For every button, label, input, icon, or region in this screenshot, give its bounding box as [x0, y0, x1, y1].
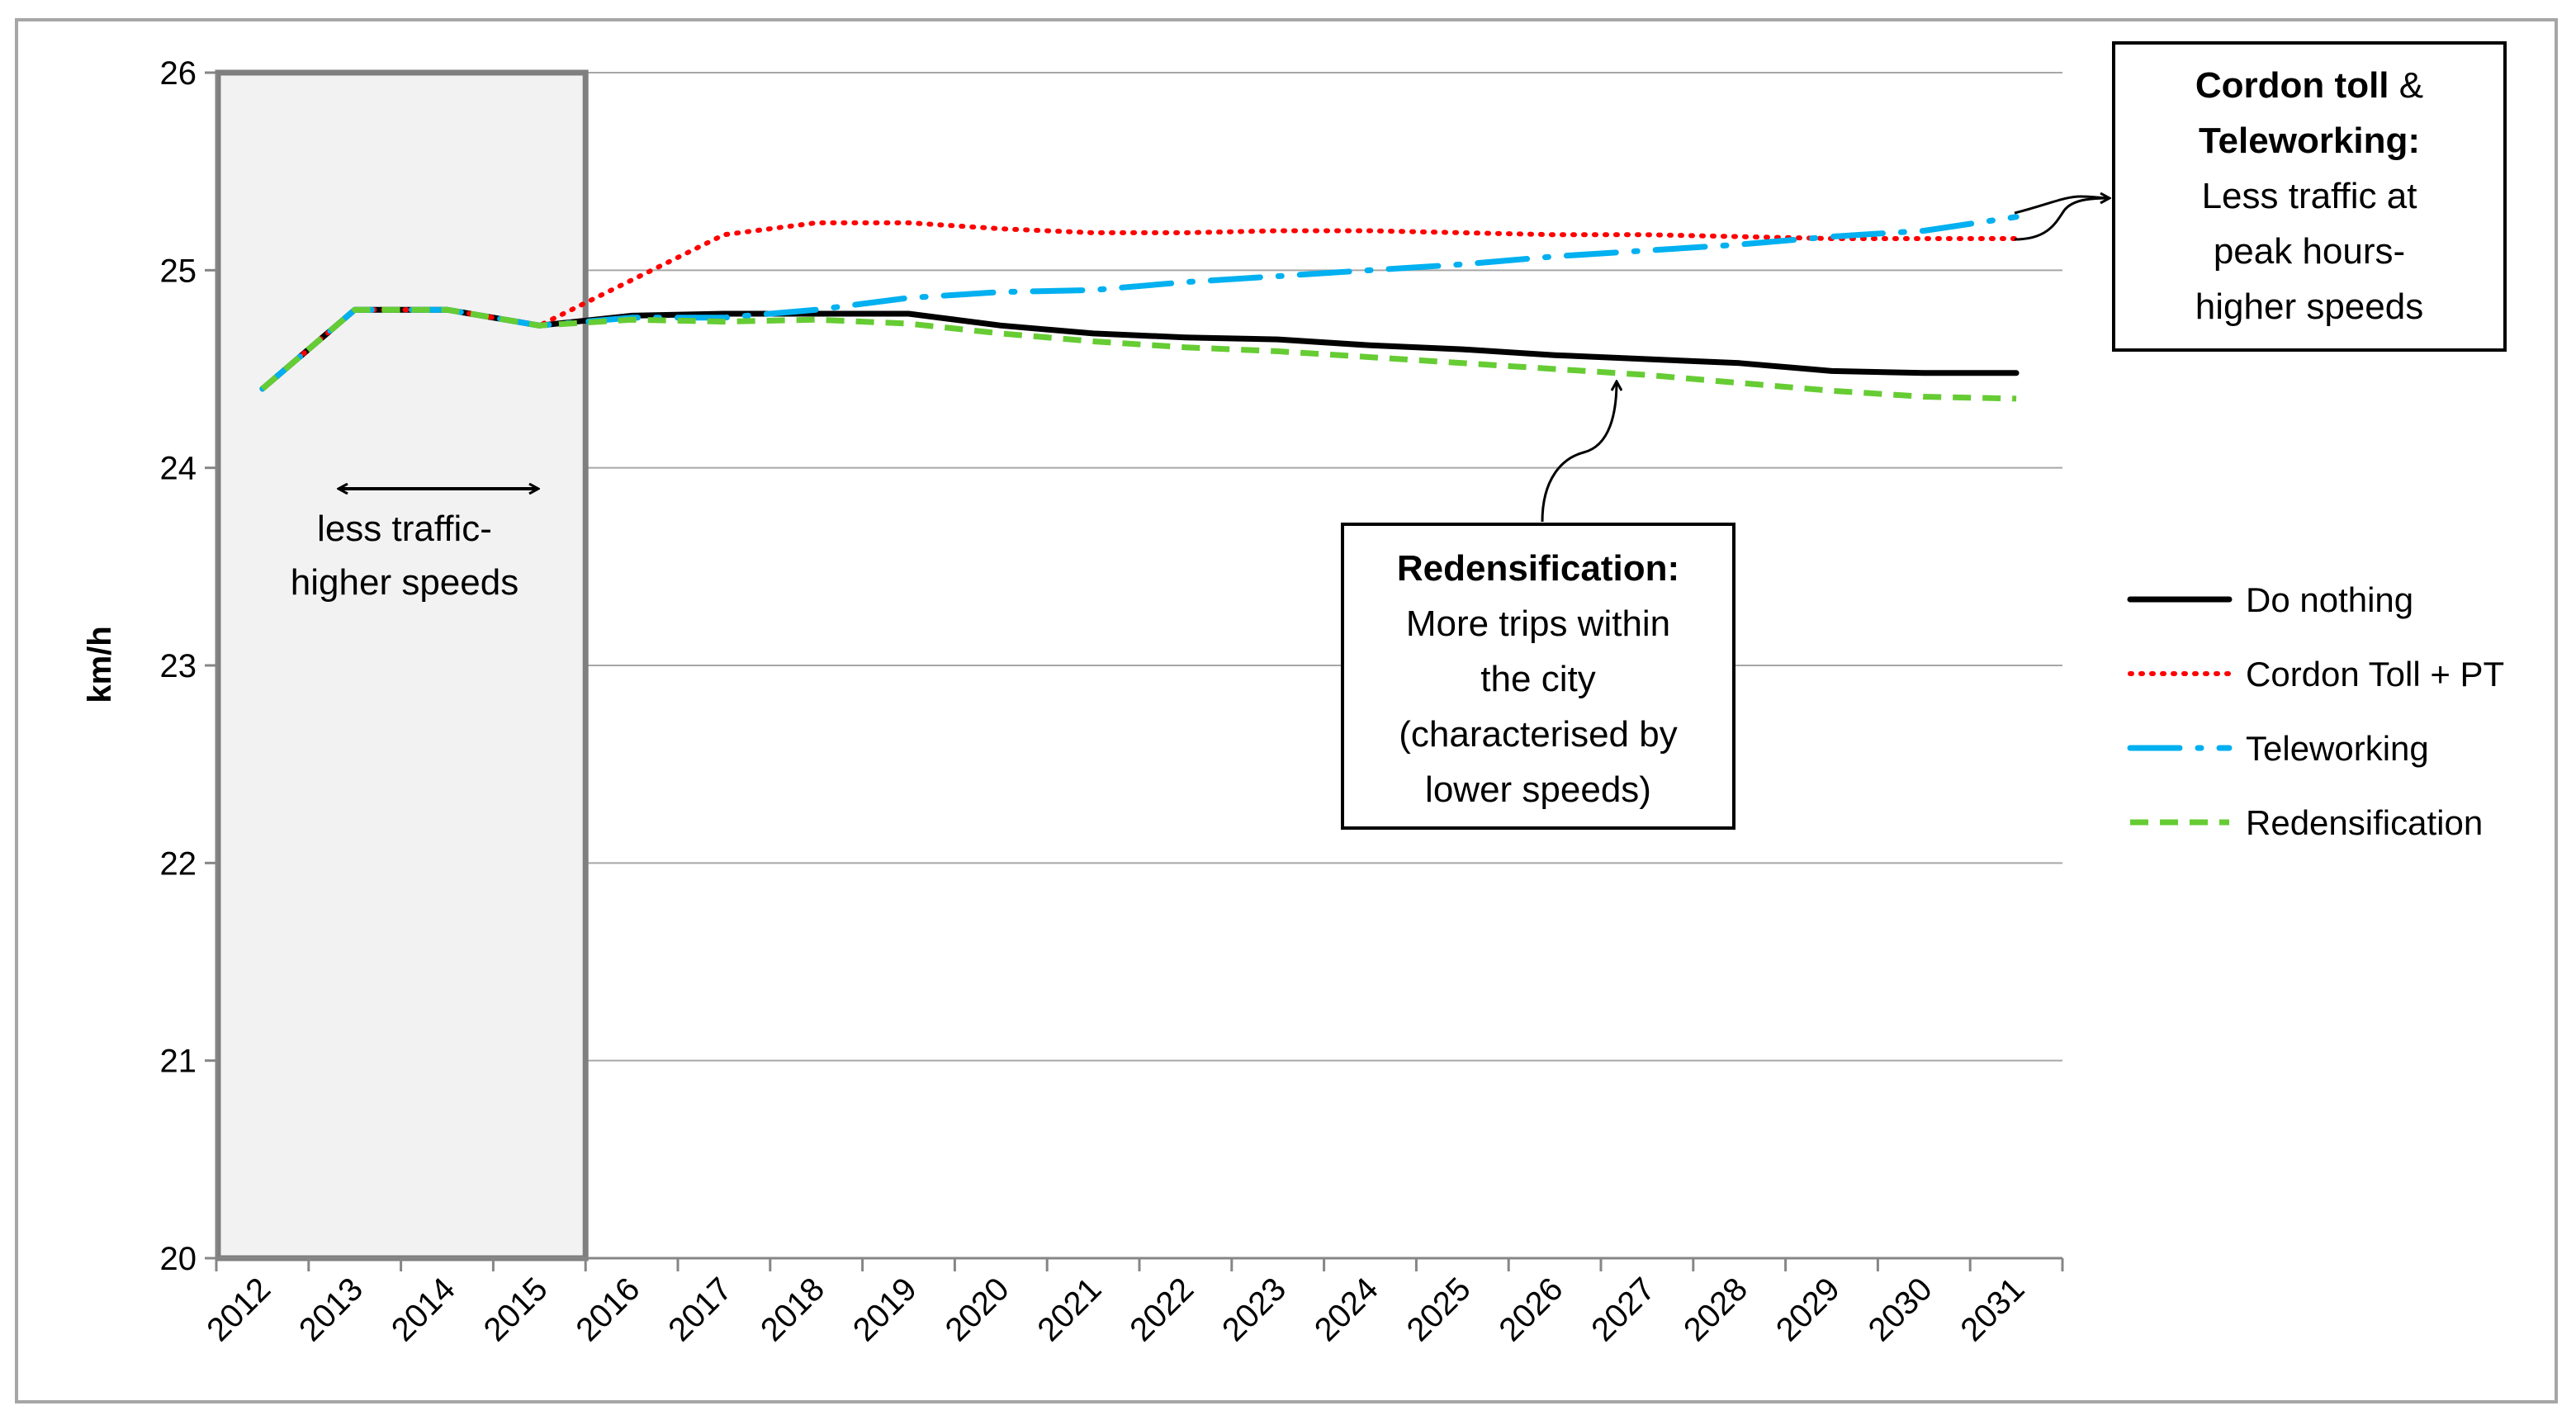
- x-tick-label: 2014: [385, 1271, 462, 1348]
- series-line-cordon-toll-pt: [259, 220, 2020, 391]
- y-tick-label: 25: [160, 253, 197, 289]
- x-tick-label: 2013: [292, 1271, 370, 1348]
- shaded-annotation-line-2: higher speeds: [291, 562, 519, 603]
- y-tick-label: 22: [160, 845, 197, 882]
- x-tick-label: 2021: [1030, 1271, 1108, 1348]
- x-tick-label: 2019: [846, 1271, 924, 1348]
- series-line-teleworking: [259, 214, 2020, 392]
- x-tick-label: 2015: [477, 1271, 555, 1348]
- redensification-callout-line-2: the city: [1480, 659, 1595, 699]
- legend-label-cordon-toll-pt: Cordon Toll + PT: [2246, 655, 2504, 693]
- x-tick-label: 2012: [200, 1271, 277, 1348]
- y-tick-label: 20: [160, 1241, 197, 1277]
- x-tick-label: 2016: [569, 1271, 646, 1348]
- cordon-callout-arrow-lower: [2014, 196, 2110, 241]
- cordon-callout-line-3: higher speeds: [2195, 286, 2423, 327]
- series-line-redensification: [260, 306, 2017, 402]
- x-tick-labels: 2012 2013 2014 2015 2016 2017 2018 2019 2020 2021…: [200, 1271, 2031, 1348]
- x-tick-label: 2024: [1308, 1271, 1385, 1348]
- x-tick-label: 2027: [1584, 1271, 1662, 1348]
- shaded-annotation-line-1: less traffic-: [317, 509, 492, 549]
- cordon-callout-subtitle: Teleworking:: [2199, 121, 2420, 161]
- legend: Do nothing Cordon Toll + PT Teleworking Red…: [2127, 580, 2504, 842]
- cordon-callout-box: [2112, 41, 2507, 352]
- x-tick-label: 2017: [661, 1271, 739, 1348]
- redensification-callout-box: [1341, 523, 1735, 830]
- cordon-callout-title-bold: Cordon toll: [2195, 65, 2389, 106]
- y-tick-label: 23: [160, 648, 197, 684]
- legend-label-redensification: Redensification: [2246, 803, 2483, 842]
- redensification-callout-line-4: lower speeds): [1425, 769, 1651, 810]
- x-tick-label: 2031: [1953, 1271, 2031, 1348]
- cordon-callout-title: Cordon toll &: [2195, 65, 2423, 106]
- redensification-callout-line-1: More trips within: [1406, 604, 1670, 644]
- series-lines: [259, 214, 2020, 402]
- cordon-callout-title-amp: &: [2389, 65, 2424, 106]
- x-tick-label: 2029: [1769, 1271, 1847, 1348]
- y-tick-labels: 20 21 22 23 24 25 26: [160, 55, 197, 1277]
- x-tick-label: 2023: [1215, 1271, 1293, 1348]
- y-tick-label: 26: [160, 55, 197, 92]
- cordon-callout-line-2: peak hours-: [2214, 231, 2405, 272]
- x-tick-label: 2028: [1677, 1271, 1754, 1348]
- series-line-do-nothing: [259, 306, 2020, 392]
- x-tick-label: 2022: [1123, 1271, 1200, 1348]
- redensification-callout-title: Redensification:: [1397, 548, 1679, 589]
- x-tick-label: 2020: [939, 1271, 1016, 1348]
- x-tick-label: 2030: [1862, 1271, 1939, 1348]
- y-axis-label: km/h: [82, 626, 118, 703]
- x-tick-label: 2025: [1400, 1271, 1478, 1348]
- redensification-callout-line-3: (characterised by: [1399, 714, 1677, 755]
- legend-label-do-nothing: Do nothing: [2246, 580, 2413, 619]
- y-tick-label: 24: [160, 451, 197, 487]
- y-tick-label: 21: [160, 1044, 197, 1080]
- redensification-callout-arrow: [1541, 381, 1617, 523]
- axes: [215, 73, 2064, 1271]
- legend-label-teleworking: Teleworking: [2246, 729, 2429, 768]
- x-tick-label: 2018: [754, 1271, 831, 1348]
- x-tick-label: 2026: [1492, 1271, 1570, 1348]
- shaded-period-box: [215, 69, 589, 1261]
- cordon-callout-line-1: Less traffic at: [2202, 176, 2417, 216]
